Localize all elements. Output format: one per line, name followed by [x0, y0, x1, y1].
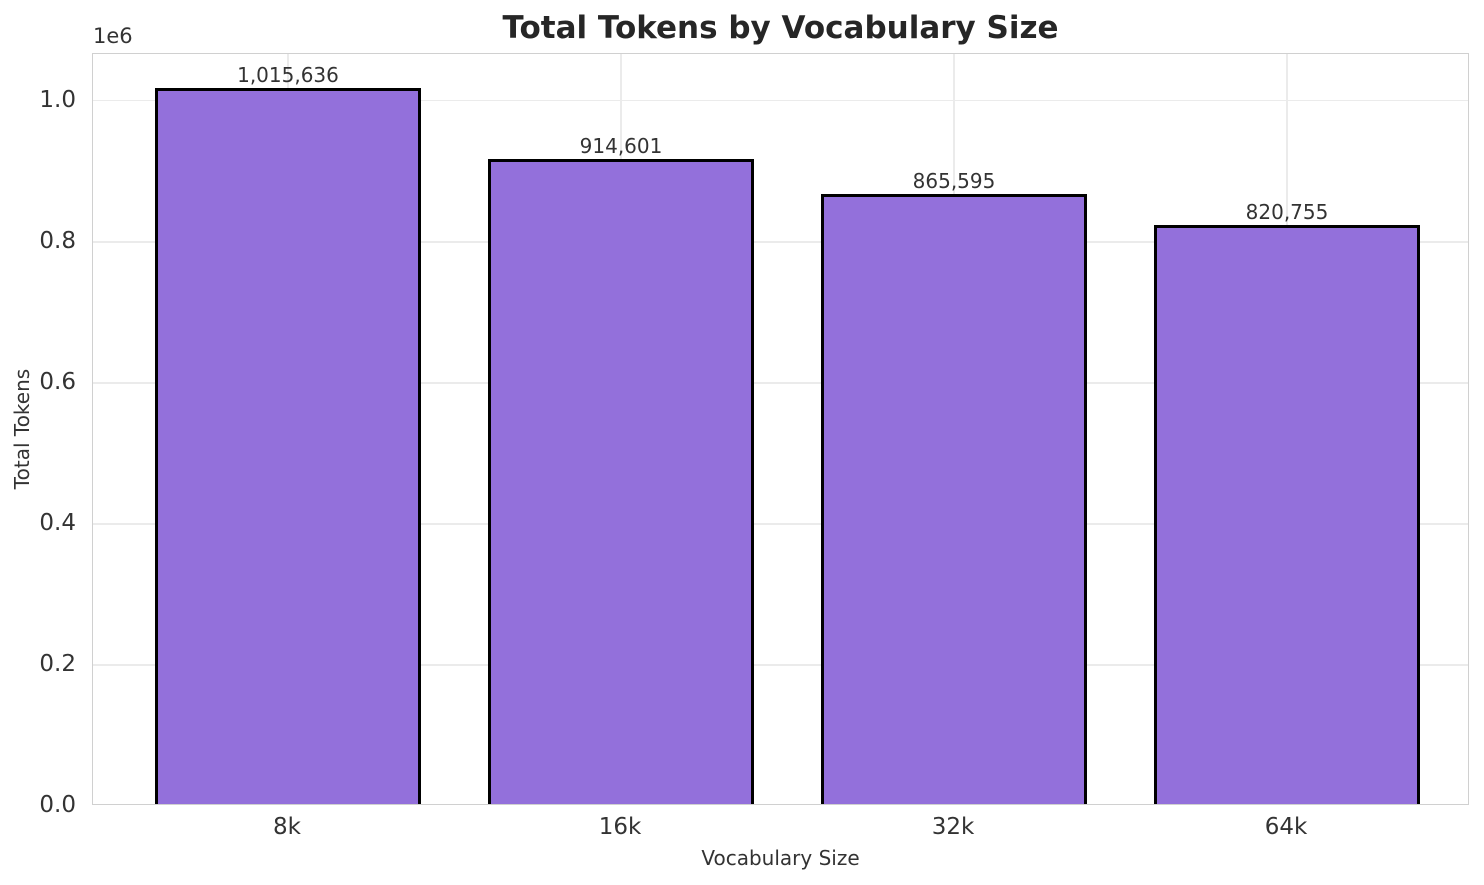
y-tick-label: 0.4 — [39, 509, 76, 536]
bar-value-label: 865,595 — [912, 168, 996, 193]
x-tick-label: 8k — [273, 814, 301, 840]
y-tick-label: 0.8 — [39, 227, 76, 254]
bar-64k — [1154, 225, 1420, 804]
x-tick-label: 16k — [598, 814, 642, 840]
y-tick-label: 1.0 — [39, 86, 76, 113]
bar-8k — [155, 87, 421, 804]
y-tick-label: 0.6 — [39, 368, 76, 395]
h-gridline — [93, 100, 1468, 102]
x-tick-label: 32k — [931, 814, 975, 840]
h-gridline — [93, 664, 1468, 666]
h-gridline — [93, 241, 1468, 243]
x-tick-label: 64k — [1264, 814, 1308, 840]
bar-value-label: 914,601 — [579, 134, 663, 159]
bar-16k — [488, 159, 754, 804]
y-axis-offset-text: 1e6 — [93, 24, 133, 48]
plot-area: 1,015,636 914,601 865,595 820,755 — [92, 53, 1469, 805]
y-tick-label: 0.2 — [39, 650, 76, 677]
bar-value-label: 1,015,636 — [237, 62, 339, 87]
bar-value-label: 820,755 — [1245, 200, 1329, 225]
x-axis-label: Vocabulary Size — [701, 846, 860, 870]
chart-title: Total Tokens by Vocabulary Size — [502, 10, 1059, 46]
bar-32k — [821, 193, 1087, 804]
h-gridline — [93, 382, 1468, 384]
y-tick-label: 0.0 — [39, 792, 76, 818]
h-gridline — [93, 523, 1468, 525]
